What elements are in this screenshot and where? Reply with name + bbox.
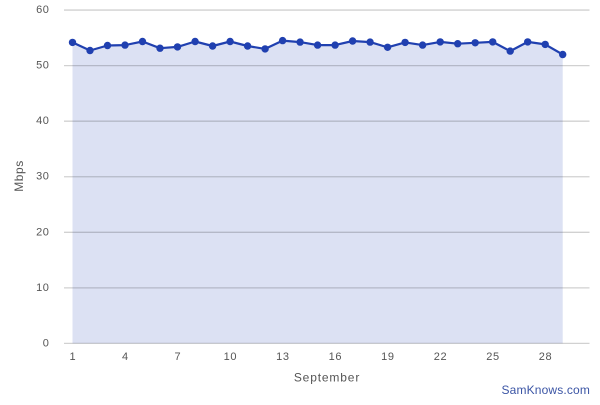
svg-text:10: 10 [224,351,237,363]
svg-text:Mbps: Mbps [12,160,26,192]
svg-text:40: 40 [36,115,49,127]
svg-text:30: 30 [36,171,49,183]
svg-text:22: 22 [434,351,447,363]
svg-text:September: September [294,370,360,384]
svg-text:4: 4 [122,351,129,363]
svg-text:20: 20 [36,226,49,238]
svg-text:50: 50 [36,60,49,72]
svg-text:16: 16 [329,351,342,363]
svg-text:60: 60 [36,4,49,16]
svg-text:25: 25 [486,351,499,363]
svg-text:13: 13 [276,351,289,363]
svg-text:SamKnows.com: SamKnows.com [502,383,591,397]
svg-text:0: 0 [43,338,50,350]
svg-text:7: 7 [174,351,181,363]
svg-text:28: 28 [539,351,552,363]
svg-text:19: 19 [381,351,394,363]
svg-text:1: 1 [69,351,76,363]
svg-text:10: 10 [36,282,49,294]
